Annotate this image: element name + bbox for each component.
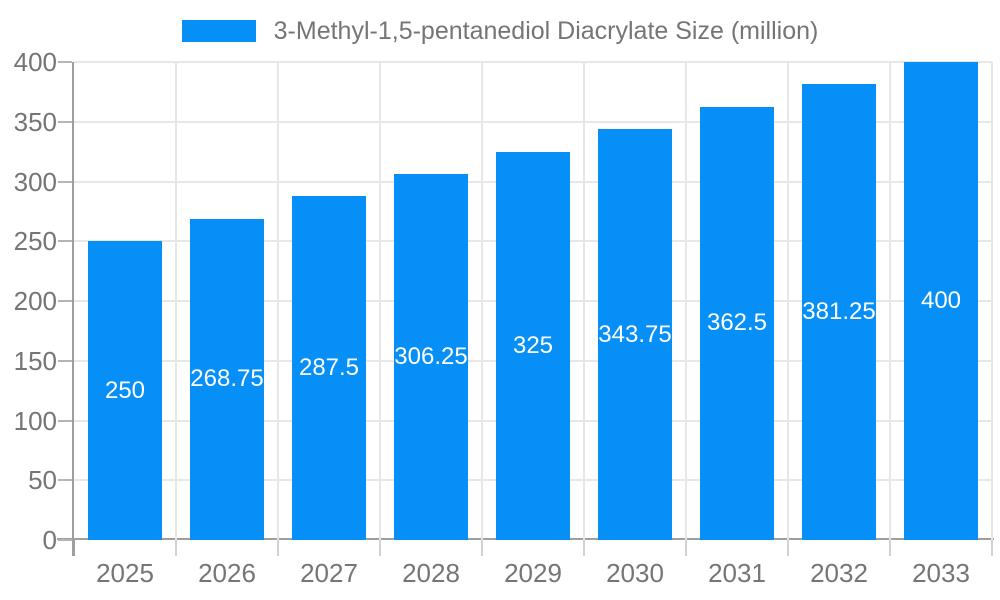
x-axis-label-2025: 2025 xyxy=(96,558,154,588)
bar-value-label: 381.25 xyxy=(802,298,876,326)
x-axis-label-2032: 2032 xyxy=(810,558,868,588)
y-axis-label: 0 xyxy=(42,525,57,555)
bar-value-label: 343.75 xyxy=(598,320,672,348)
bar-2030[interactable]: 343.75 xyxy=(598,129,672,540)
bar-value-label: 306.25 xyxy=(394,343,468,371)
plot-area: 250 268.75 287.5 306.25 325 343.75 362.5 381.25… xyxy=(74,61,993,540)
y-axis-tick xyxy=(58,180,72,183)
y-gridline xyxy=(74,61,992,63)
x-axis-label-2029: 2029 xyxy=(504,558,562,588)
bar-2032[interactable]: 381.25 xyxy=(802,84,876,540)
bar-2031[interactable]: 362.5 xyxy=(700,106,774,540)
bar-value-label: 268.75 xyxy=(190,365,264,393)
bar-value-label: 325 xyxy=(512,331,554,359)
chart-legend[interactable]: 3-Methyl-1,5-pentanediol Diacrylate Size… xyxy=(0,14,1000,48)
x-axis-tick xyxy=(889,540,891,556)
x-gridline xyxy=(175,62,177,540)
bar-value-label: 250 xyxy=(104,376,146,404)
x-axis-tick xyxy=(481,540,483,556)
x-gridline xyxy=(685,62,687,540)
y-axis-line xyxy=(72,62,74,556)
y-axis-label: 300 xyxy=(13,166,57,197)
x-gridline xyxy=(991,62,993,540)
bar-value-label: 400 xyxy=(920,287,962,314)
y-axis-label: 50 xyxy=(28,465,57,496)
x-axis-label-2026: 2026 xyxy=(198,558,256,588)
y-axis-tick xyxy=(58,479,72,482)
x-axis-label-2027: 2027 xyxy=(300,558,358,588)
y-axis-label: 350 xyxy=(13,106,57,137)
y-axis-tick xyxy=(58,240,72,243)
bar-2025[interactable]: 250 xyxy=(88,241,162,540)
x-gridline xyxy=(481,62,483,540)
y-axis-label: 150 xyxy=(13,345,57,376)
y-gridline xyxy=(74,120,992,123)
x-axis-tick xyxy=(379,540,381,556)
x-axis-tick xyxy=(787,540,789,556)
bar-2027[interactable]: 287.5 xyxy=(292,196,366,540)
y-axis-label: 400 xyxy=(13,47,57,77)
x-axis-label-2028: 2028 xyxy=(402,558,460,588)
bar-value-label: 362.5 xyxy=(706,309,768,337)
x-axis-tick xyxy=(583,540,585,556)
bar-value-label: 287.5 xyxy=(298,354,360,382)
y-axis-tick xyxy=(58,539,72,541)
y-axis-tick xyxy=(58,419,72,422)
x-gridline xyxy=(889,62,891,540)
x-axis-tick xyxy=(277,540,279,556)
x-gridline xyxy=(379,62,381,540)
legend-label: 3-Methyl-1,5-pentanediol Diacrylate Size… xyxy=(273,16,819,45)
y-axis-tick xyxy=(58,61,72,63)
y-axis-label: 250 xyxy=(13,226,57,257)
x-axis-tick xyxy=(175,540,177,556)
x-gridline xyxy=(583,62,585,540)
bar-2033[interactable]: 400 xyxy=(904,62,978,540)
bar-2028[interactable]: 306.25 xyxy=(394,174,468,540)
y-axis-tick xyxy=(58,359,72,362)
x-axis-tick xyxy=(685,540,687,556)
x-axis-label-2033: 2033 xyxy=(912,558,970,588)
x-axis-tick xyxy=(991,540,993,556)
bar-2029[interactable]: 325 xyxy=(496,151,570,540)
x-gridline xyxy=(787,62,789,540)
bar-2026[interactable]: 268.75 xyxy=(190,218,264,540)
y-axis-label: 200 xyxy=(13,286,57,316)
y-axis-label: 100 xyxy=(13,405,57,436)
legend-swatch xyxy=(181,20,256,42)
x-axis-label-2031: 2031 xyxy=(708,558,766,588)
y-axis-tick xyxy=(58,300,72,302)
y-axis-tick xyxy=(58,120,72,123)
x-gridline xyxy=(277,62,279,540)
x-axis-label-2030: 2030 xyxy=(606,558,664,588)
x-axis-tick xyxy=(73,540,75,556)
